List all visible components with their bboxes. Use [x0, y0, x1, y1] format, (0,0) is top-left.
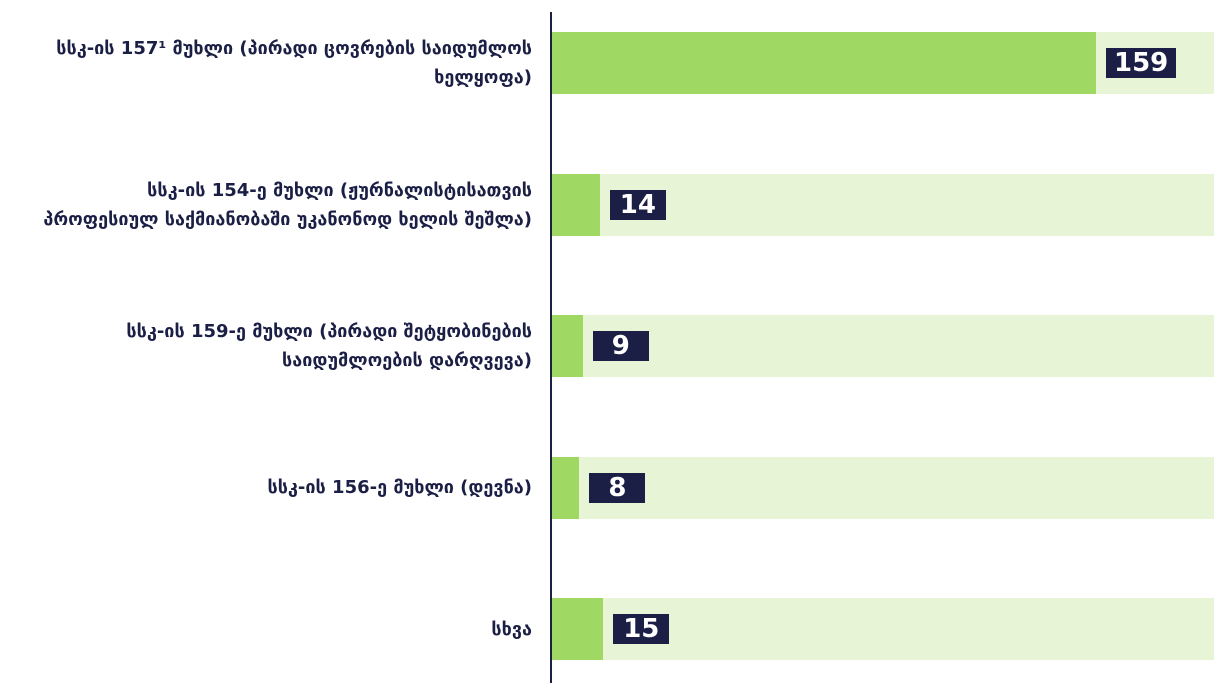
category-label: სსკ-ის 159-ე მუხლი (პირადი შეტყობინების …	[126, 321, 532, 371]
bar	[552, 598, 604, 660]
category-label: სსკ-ის 156-ე მუხლი (დევნა)	[267, 477, 532, 498]
category-label: სსკ-ის 157¹ მუხლი (პირადი ცოვრების საიდუ…	[56, 38, 532, 88]
category-label: სხვა	[491, 618, 532, 640]
value-label: 159	[1106, 48, 1177, 78]
value-label: 8	[589, 472, 646, 503]
bar	[552, 32, 1096, 94]
bar-track	[552, 456, 1214, 519]
bar	[552, 173, 600, 236]
value-label: 9	[592, 331, 649, 361]
bar-track	[552, 315, 1214, 377]
category-label: სსკ-ის 154-ე მუხლი (ჟურნალისტისათვის პრო…	[43, 179, 532, 230]
value-label: 15	[613, 614, 670, 644]
bar	[552, 315, 583, 377]
bar	[552, 456, 580, 519]
value-label: 14	[609, 189, 666, 220]
category-axis	[550, 12, 552, 683]
